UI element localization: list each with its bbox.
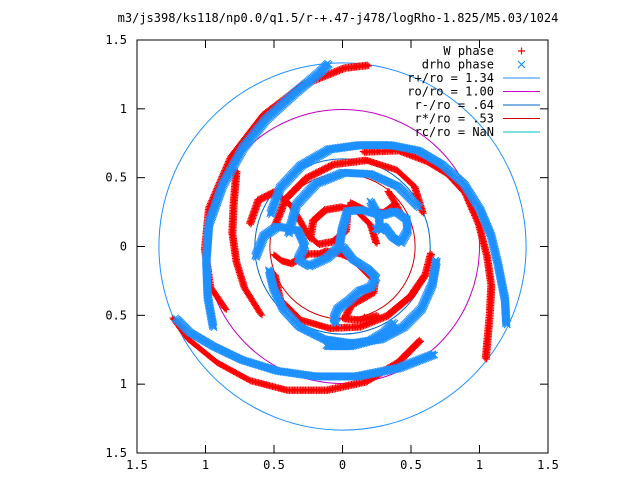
point-b-0-0-67 [373,240,381,247]
point-b-0-6-206 [365,62,372,70]
point-b-0-1-128 [420,209,427,217]
chart-title: m3/js398/ks118/np0.0/q1.5/r-+.47-j478/lo… [118,11,559,25]
series-layer [169,59,511,394]
reference-circle-0 [158,62,527,431]
